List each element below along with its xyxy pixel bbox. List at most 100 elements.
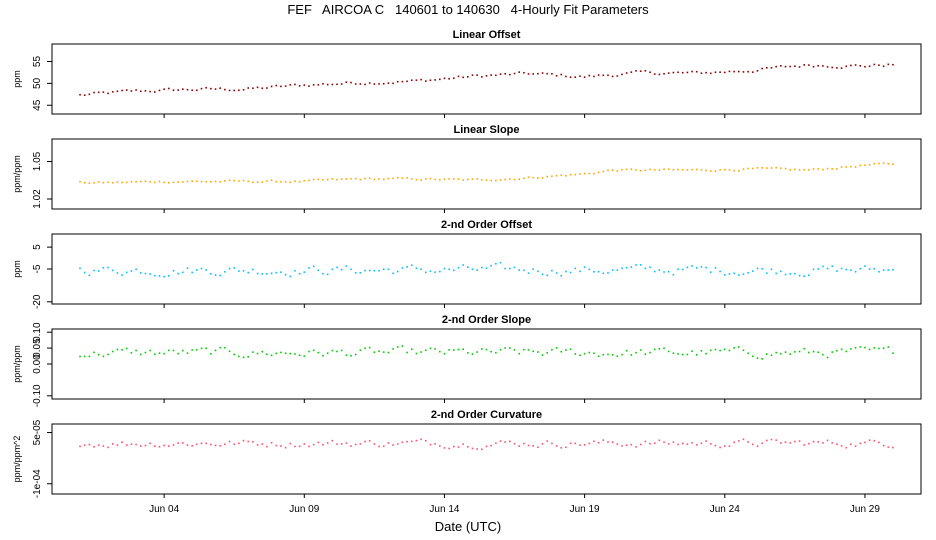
data-point — [873, 347, 876, 349]
data-point — [79, 180, 81, 183]
data-point — [864, 265, 866, 267]
data-point — [107, 446, 109, 449]
data-point — [158, 89, 161, 92]
data-point — [214, 274, 217, 276]
data-point — [373, 443, 376, 445]
data-point — [317, 441, 320, 444]
data-point — [415, 178, 418, 181]
data-point — [616, 170, 619, 172]
data-point — [770, 66, 773, 69]
data-point — [868, 268, 871, 270]
data-point — [537, 72, 539, 75]
data-point — [742, 438, 745, 441]
data-point — [667, 270, 670, 273]
data-point — [382, 351, 385, 353]
data-point — [200, 347, 203, 350]
data-point — [396, 346, 399, 348]
data-point — [471, 178, 474, 181]
data-point — [228, 267, 231, 270]
data-point — [845, 268, 848, 271]
y-tick-label: -5 — [32, 264, 43, 273]
data-point — [182, 349, 184, 352]
data-point — [588, 442, 591, 445]
data-point — [153, 274, 156, 277]
panel-frame — [51, 138, 922, 210]
data-point — [205, 347, 207, 350]
data-point — [803, 444, 805, 446]
data-point — [794, 272, 796, 275]
data-point — [770, 268, 773, 271]
y-axis-label: ppm/ppm — [12, 155, 22, 193]
data-point — [770, 167, 773, 169]
data-point — [551, 442, 553, 445]
data-point — [149, 273, 151, 275]
y-axis-label: ppm — [12, 70, 22, 88]
data-point — [831, 66, 834, 69]
data-point — [457, 178, 460, 180]
data-point — [836, 168, 838, 170]
data-point — [392, 82, 394, 85]
data-point — [448, 268, 450, 271]
data-point — [892, 352, 894, 354]
data-point — [597, 171, 600, 174]
data-point — [415, 439, 418, 442]
data-point — [803, 64, 805, 66]
data-point — [256, 272, 259, 275]
data-point — [359, 272, 362, 274]
x-axis-title: Date (UTC) — [435, 519, 501, 534]
data-point — [303, 355, 306, 357]
data-point — [546, 175, 549, 178]
data-point — [523, 177, 525, 180]
series-4 — [79, 345, 894, 360]
data-point — [509, 73, 511, 76]
data-point — [691, 70, 693, 73]
data-point — [88, 443, 91, 446]
data-point — [158, 445, 161, 448]
data-point — [139, 90, 142, 93]
data-point — [803, 275, 805, 278]
data-point — [345, 265, 348, 267]
data-point — [471, 268, 474, 271]
data-point — [340, 178, 343, 180]
data-point — [336, 350, 338, 353]
data-point — [560, 73, 563, 76]
data-point — [261, 443, 264, 445]
data-point — [495, 262, 497, 265]
data-point — [537, 270, 539, 273]
data-point — [233, 443, 236, 446]
data-point — [387, 268, 390, 271]
data-point — [434, 79, 436, 81]
data-point — [93, 91, 95, 94]
data-point — [139, 353, 142, 356]
data-point — [583, 172, 586, 175]
data-point — [125, 271, 128, 274]
data-point — [429, 79, 432, 82]
data-point — [565, 446, 567, 449]
data-point — [200, 87, 203, 90]
data-point — [284, 85, 287, 87]
data-point — [714, 444, 717, 447]
data-point — [238, 442, 240, 445]
panel-title: Linear Slope — [453, 124, 519, 136]
data-point — [775, 166, 777, 169]
data-point — [163, 352, 165, 355]
data-point — [415, 352, 418, 355]
data-point — [709, 349, 712, 352]
data-point — [350, 81, 352, 84]
data-point — [700, 266, 703, 268]
data-point — [555, 445, 558, 447]
data-point — [252, 268, 254, 271]
data-point — [219, 274, 221, 277]
data-point — [144, 351, 147, 354]
data-point — [266, 180, 268, 182]
data-point — [719, 349, 721, 352]
data-point — [261, 350, 264, 353]
data-point — [294, 445, 296, 448]
data-point — [359, 83, 362, 85]
data-point — [733, 272, 735, 275]
data-point — [168, 181, 170, 184]
data-point — [378, 445, 380, 448]
data-point — [392, 444, 394, 446]
data-point — [219, 181, 221, 183]
data-point — [308, 350, 310, 353]
